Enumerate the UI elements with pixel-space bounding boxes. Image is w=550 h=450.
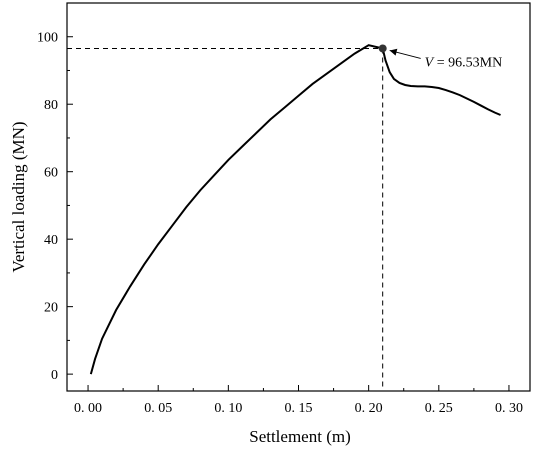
x-tick-label: 0. 25 [425,401,453,416]
x-tick-label: 0. 30 [495,401,523,416]
y-axis-ticks: 0 20 40 60 80 100 [37,31,73,383]
series-line [89,44,501,375]
x-tick-label: 0. 05 [144,401,172,416]
peak-arrow-head [389,48,398,56]
peak-label: V = 96.53MN [425,55,503,70]
x-tick-label: 0. 10 [214,401,242,416]
y-tick-label: 80 [44,98,58,113]
x-axis-title: Settlement (m) [249,427,351,446]
peak-point [378,44,387,53]
y-tick-label: 60 [44,166,58,181]
y-tick-label: 0 [51,368,58,383]
x-tick-label: 0. 15 [285,401,313,416]
y-axis-title: Vertical loading (MN) [9,121,28,272]
x-tick-label: 0. 20 [355,401,383,416]
peak-annotation: V = 96.53MN [378,44,503,70]
series-group [89,44,501,375]
y-tick-label: 100 [37,31,58,46]
x-tick-label: 0. 00 [74,401,102,416]
x-axis-ticks: 0. 00 0. 05 0. 10 0. 15 0. 20 0. 25 0. 30 [74,385,523,416]
y-tick-label: 40 [44,233,58,248]
peak-guides [67,47,384,391]
y-tick-label: 20 [44,301,58,316]
